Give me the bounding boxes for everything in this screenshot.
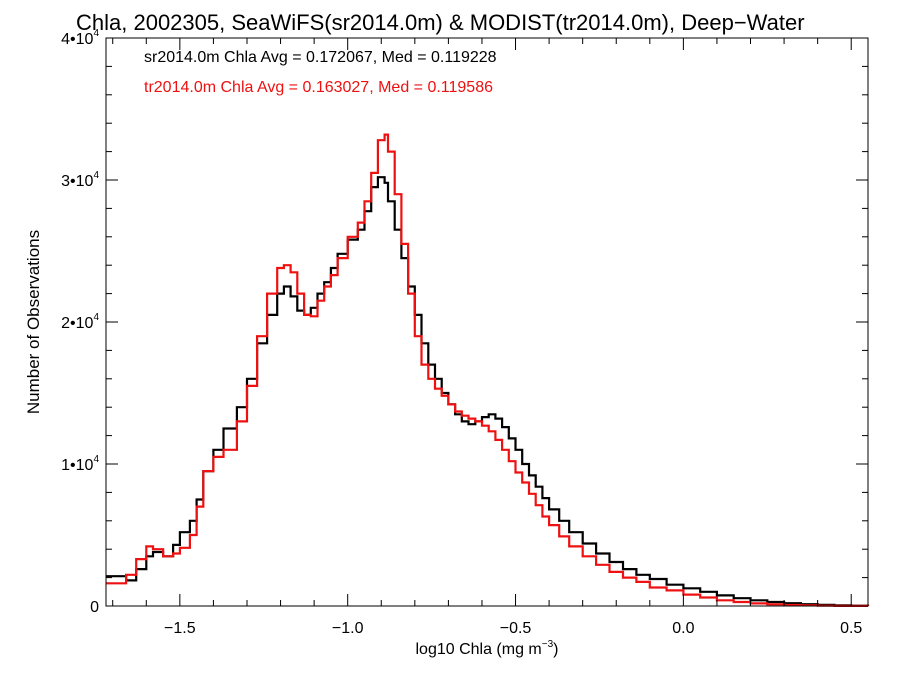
x-tick-label: −1.0	[332, 620, 364, 637]
y-tick-label: 0	[90, 599, 99, 616]
y-tick-label: 1•104	[61, 454, 99, 474]
y-tick-label: 3•104	[61, 170, 99, 190]
plot-frame	[105, 37, 869, 607]
y-tick-label: 4•104	[61, 28, 99, 48]
x-tick-label: 0.5	[840, 620, 862, 637]
x-axis-ticks: −1.5 −1.0 −0.5 0.0 0.5	[112, 38, 862, 637]
y-axis-label: Number of Observations	[24, 230, 43, 414]
x-tick-label: 0.0	[672, 620, 694, 637]
series-line-sr2014	[106, 176, 870, 607]
legend-entry-tr2014: tr2014.0m Chla Avg = 0.163027, Med = 0.1…	[144, 79, 493, 96]
x-tick-label: −1.5	[164, 620, 196, 637]
series-lines	[106, 133, 870, 607]
x-axis-label: log10 Chla (mg m−3)	[415, 639, 558, 658]
chart-title: Chla, 2002305, SeaWiFS(sr2014.0m) & MODI…	[76, 10, 805, 35]
y-axis-ticks: 0 1•104 2•104 3•104 4•104	[61, 28, 868, 616]
legend-entry-sr2014: sr2014.0m Chla Avg = 0.172067, Med = 0.1…	[144, 49, 497, 66]
x-tick-label: −0.5	[500, 620, 532, 637]
series-line-tr2014	[106, 133, 870, 607]
y-tick-label: 2•104	[61, 312, 99, 332]
